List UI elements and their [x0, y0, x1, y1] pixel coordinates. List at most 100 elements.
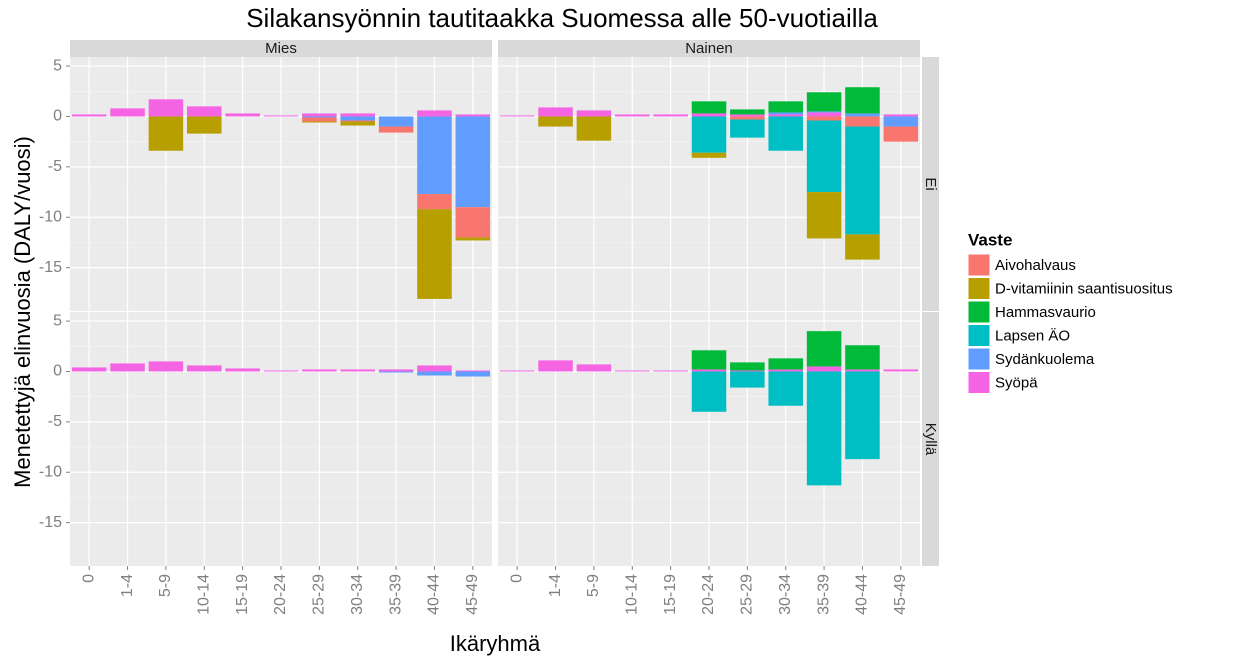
x-tick-label: 30-34 — [349, 574, 366, 615]
bar-segment — [302, 116, 337, 118]
y-tick-label: 5 — [53, 312, 62, 329]
bar-segment — [806, 371, 842, 486]
bar-segment — [538, 360, 573, 372]
bar-segment — [417, 365, 452, 372]
y-tick-label: 0 — [53, 108, 62, 125]
bar-segment — [691, 350, 727, 370]
bar-segment — [576, 116, 612, 141]
bar-segment — [730, 370, 765, 372]
x-tick-label: 45-49 — [464, 574, 481, 615]
bar-segment — [845, 87, 880, 114]
bar-segment — [187, 116, 222, 134]
bar-segment — [455, 371, 491, 377]
legend-label: Syöpä — [995, 374, 1038, 391]
facet-strip — [922, 312, 939, 566]
bar-segment — [768, 358, 803, 370]
bar-segment — [378, 371, 414, 373]
bar-segment — [225, 113, 260, 117]
legend-swatch — [967, 253, 991, 277]
bar-segment — [378, 126, 414, 133]
bar-segment — [499, 115, 535, 117]
bar-segment — [417, 209, 452, 299]
facet-label: Nainen — [685, 40, 733, 57]
bar-segment — [455, 370, 491, 372]
x-tick-label: 35-39 — [387, 574, 404, 615]
x-tick-label: 45-49 — [892, 574, 909, 615]
bar-segment — [340, 113, 375, 117]
x-tick-label: 35-39 — [815, 574, 832, 615]
bar-segment — [576, 364, 612, 372]
facet-strip — [498, 40, 920, 57]
bar-segment — [845, 369, 880, 372]
facet-strip — [922, 57, 939, 311]
y-tick-label: 5 — [53, 57, 62, 74]
bar-segment — [499, 370, 535, 372]
legend-label: Hammasvaurio — [995, 304, 1096, 321]
x-tick-label: 0 — [508, 574, 525, 583]
bar-segment — [691, 116, 727, 153]
x-tick-label: 1-4 — [119, 574, 136, 597]
bar-segment — [187, 365, 222, 372]
bar-segment — [768, 371, 803, 406]
bar-segment — [302, 113, 337, 117]
facet-strip — [70, 40, 492, 57]
bar-segment — [148, 361, 184, 372]
y-tick-label: -10 — [39, 208, 62, 225]
bar-segment — [691, 113, 727, 117]
bar-segment — [730, 114, 765, 117]
legend-swatch — [967, 300, 991, 324]
bar-segment — [340, 369, 375, 372]
x-tick-label: 10-14 — [623, 574, 640, 615]
bar-segment — [768, 112, 803, 115]
bar-segment — [110, 108, 145, 117]
bar-segment — [71, 367, 107, 372]
facet-label: Mies — [265, 40, 297, 57]
bar-segment — [148, 116, 184, 151]
x-tick-label: 40-44 — [426, 574, 443, 615]
x-tick-label: 25-29 — [311, 574, 328, 615]
bar-segment — [806, 112, 842, 117]
bar-segment — [263, 370, 299, 372]
y-axis-label: Menetettyjä elinvuosia (DALY/vuosi) — [10, 136, 35, 488]
facet-label: Kyllä — [922, 423, 939, 456]
legend-label: D-vitamiinin saantisuositus — [995, 280, 1173, 297]
bar-segment — [845, 371, 880, 460]
bar-segment — [806, 366, 842, 372]
bar-segment — [806, 331, 842, 367]
legend-swatch — [967, 277, 991, 300]
y-tick-label: -10 — [39, 463, 62, 480]
bar-segment — [417, 116, 452, 195]
legend-title: Vaste — [968, 230, 1012, 249]
bar-segment — [455, 207, 491, 238]
bar-segment — [302, 121, 337, 123]
x-tick-label: 15-19 — [662, 574, 679, 615]
bar-segment — [455, 237, 491, 241]
bar-segment — [845, 234, 880, 260]
y-tick-label: -5 — [48, 413, 62, 430]
bar-segment — [806, 192, 842, 239]
bar-segment — [455, 116, 491, 208]
legend-swatch — [967, 347, 991, 371]
facet-label: Ei — [922, 177, 939, 190]
x-axis-label: Ikäryhmä — [450, 631, 541, 656]
bar-segment — [340, 116, 375, 121]
bar-segment — [225, 368, 260, 372]
x-tick-label: 0 — [80, 574, 97, 583]
x-tick-label: 30-34 — [777, 574, 794, 615]
x-tick-label: 15-19 — [234, 574, 251, 615]
bar-segment — [806, 116, 842, 121]
bar-segment — [340, 120, 375, 122]
bar-segment — [730, 116, 765, 120]
bar-segment — [340, 121, 375, 126]
bar-segment — [883, 116, 919, 127]
bar-segment — [806, 111, 842, 113]
bar-segment — [455, 114, 491, 117]
bar-segment — [417, 371, 452, 376]
bar-segment — [263, 115, 299, 117]
bar-segment — [615, 370, 650, 372]
bar-segment — [730, 119, 765, 138]
bar-segment — [806, 92, 842, 112]
bar-segment — [302, 369, 337, 372]
bar-segment — [148, 99, 184, 117]
